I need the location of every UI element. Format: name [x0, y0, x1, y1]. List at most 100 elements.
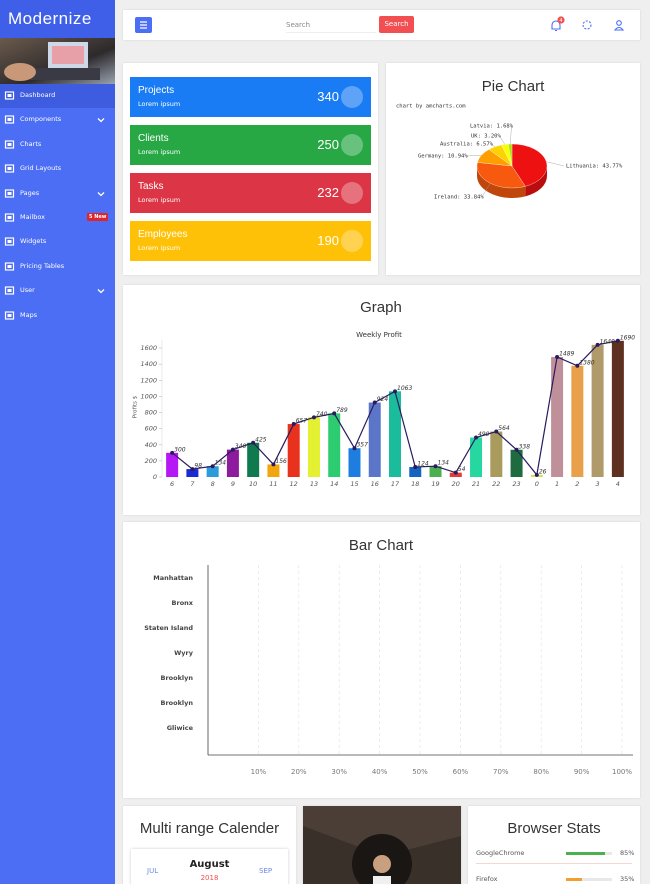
photo — [303, 806, 461, 884]
calendar-prev[interactable]: JUL — [147, 867, 159, 875]
menu-label: Grid Layouts — [20, 164, 62, 173]
calendar-card: Multi range Calender August 2018 JUL SEP — [123, 806, 296, 884]
menu-label: Charts — [20, 139, 42, 148]
data-label: 564 — [498, 425, 510, 432]
data-label: 1063 — [397, 385, 412, 392]
brand[interactable]: Modernize — [8, 9, 92, 28]
menu-icon — [4, 310, 15, 320]
data-label: 357 — [356, 442, 368, 449]
profit-point — [291, 422, 296, 427]
menu-badge: 5 New — [87, 213, 109, 221]
user-icon[interactable] — [612, 18, 626, 32]
menu-icon — [4, 115, 15, 124]
search-input[interactable]: Search — [286, 18, 376, 33]
bar — [389, 391, 401, 477]
menu-item[interactable]: Grid Layouts — [0, 157, 115, 181]
search-placeholder: Search — [286, 21, 311, 29]
bar — [226, 449, 239, 477]
stat-subtitle: Lorem ipsum — [138, 196, 181, 204]
menu-label: Pricing Tables — [20, 261, 65, 270]
topbar: Search Search 4 — [123, 10, 640, 40]
chevron — [97, 118, 105, 123]
graph-chart: Graph Weekly Profit Profits $ 0200400600… — [133, 299, 636, 488]
data-label: 340 — [235, 443, 247, 450]
notifications[interactable]: 4 — [547, 16, 567, 34]
data-label: 740 — [316, 411, 328, 418]
calendar-widget: August 2018 JUL SEP — [131, 849, 288, 884]
menu-item[interactable]: Dashboard — [0, 84, 115, 108]
brand-bar: Modernize — [0, 0, 115, 38]
browser-percent: 35% — [620, 875, 635, 883]
stat-tile: Clients Lorem ipsum 250 — [130, 125, 371, 165]
stat-value: 190 — [317, 233, 339, 248]
menu-icon — [4, 262, 15, 271]
bar — [267, 464, 280, 477]
menu-item[interactable]: Maps — [0, 304, 115, 328]
bar — [611, 340, 624, 477]
search-button[interactable]: Search — [379, 16, 414, 33]
profit-point — [170, 450, 175, 455]
bar — [186, 469, 199, 477]
bar-chart-title: Bar Chart — [349, 537, 414, 554]
x-tick-label: 0 — [535, 480, 539, 488]
y-tick-label: Gliwice — [167, 724, 194, 732]
pie-leader — [499, 135, 506, 145]
x-tick-label: 10 — [249, 480, 257, 488]
x-tick-label: 14 — [330, 480, 338, 488]
x-tick-label: 90% — [574, 768, 590, 776]
photo-card — [303, 806, 461, 884]
data-label: 924 — [377, 396, 389, 403]
profit-point — [190, 467, 195, 472]
x-tick-label: 19 — [431, 480, 439, 488]
bar — [591, 344, 604, 477]
profit-point — [311, 415, 316, 420]
progress-bar — [566, 852, 606, 855]
data-label: 338 — [519, 443, 531, 450]
x-tick-label: 10% — [251, 768, 267, 776]
profit-point — [332, 411, 337, 416]
menu-item[interactable]: Pricing Tables — [0, 255, 115, 279]
profit-point — [534, 472, 539, 477]
data-label: 26 — [539, 468, 547, 475]
settings-icon[interactable] — [580, 18, 594, 32]
menu-item[interactable]: Charts — [0, 133, 115, 157]
y-tick-label: 0 — [153, 473, 157, 481]
stat-tile: Employees Lorem ipsum 190 — [130, 221, 371, 261]
x-tick-label: 100% — [612, 768, 632, 776]
divider — [476, 863, 632, 864]
profit-point — [251, 440, 256, 445]
data-label: 134 — [438, 460, 450, 467]
menu-toggle[interactable] — [135, 17, 152, 33]
stat-value: 232 — [317, 185, 339, 200]
y-tick-label: Manhattan — [153, 574, 193, 582]
calendar-title: Multi range Calender — [139, 820, 280, 837]
pie-label: Australia: 6.57% — [440, 142, 494, 148]
bar — [368, 402, 381, 477]
y-tick-label: 600 — [145, 425, 157, 433]
menu-label: Widgets — [20, 237, 47, 246]
bar — [551, 357, 564, 477]
menu-label: User — [20, 286, 35, 295]
data-label: 54 — [458, 466, 466, 473]
bar — [449, 472, 462, 477]
y-tick-label: Brooklyn — [160, 699, 193, 707]
x-tick-label: 9 — [231, 480, 235, 488]
menu-label: Components — [20, 115, 62, 124]
stats-card: Projects Lorem ipsum 340 Clients Lorem ipsum… — [123, 63, 378, 275]
bar — [571, 365, 584, 477]
progress-bar — [566, 878, 583, 881]
menu-item[interactable]: User — [0, 279, 115, 303]
calendar-next[interactable]: SEP — [259, 867, 273, 875]
stat-subtitle: Lorem ipsum — [138, 100, 181, 108]
menu-item[interactable]: Widgets — [0, 230, 115, 254]
menu-item[interactable]: Pages — [0, 182, 115, 206]
data-label: 156 — [275, 458, 287, 465]
menu-icon — [4, 140, 15, 149]
bar — [409, 467, 422, 477]
pie-slice — [508, 143, 513, 167]
profit-point — [474, 435, 479, 440]
menu-item[interactable]: Components — [0, 108, 115, 132]
y-tick-label: Wyry — [174, 649, 194, 657]
profit-point — [230, 447, 235, 452]
menu-item[interactable]: Mailbox 5 New — [0, 206, 115, 230]
